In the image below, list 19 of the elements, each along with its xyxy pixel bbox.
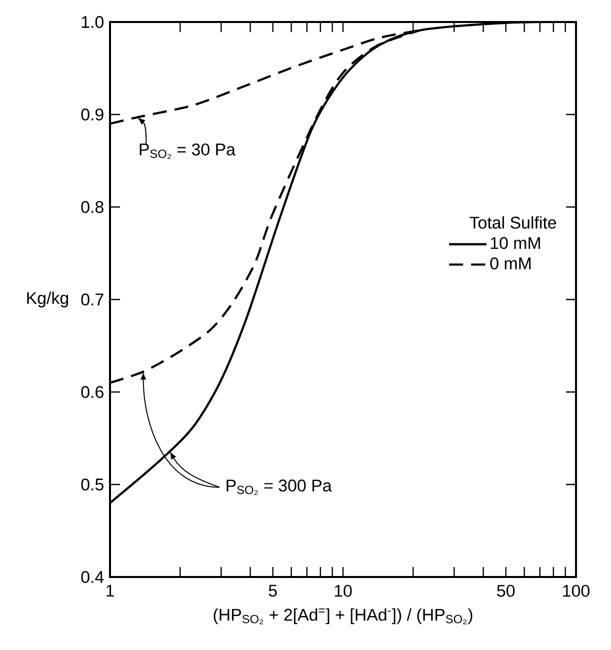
y-tick-label: 1.0 [82, 16, 104, 28]
x-tick-label: 10 [334, 584, 352, 597]
x-tick-label: 5 [268, 584, 277, 597]
y-tick-label: 0.4 [81, 571, 104, 584]
annotation: P$_{SO₂}$ = 300 Pa [226, 480, 332, 495]
y-axis-title: Kg/kg [27, 292, 68, 308]
legend-title: Total Sulfite [470, 216, 556, 229]
annotation: P$_{SO₂}$ = 30 Pa [140, 143, 236, 159]
y-tick-label: 0.8 [81, 201, 104, 213]
x-tick-label: 50 [497, 584, 515, 597]
y-tick-label: 0.9 [81, 108, 104, 120]
x-tick-label: 100 [563, 584, 590, 597]
y-tick-label: 0.6 [81, 386, 104, 398]
legend-label: 0 mM [490, 257, 531, 270]
legend-label: 10 mM [490, 237, 540, 250]
text: (HP$_{SO₂}$ + 2[Ad$^{=}$] + [HAd$^{-}$]) / (HP$_{SO₂}$) [214, 608, 472, 624]
y-tick-label: 0.7 [81, 294, 104, 306]
y-tick-label: 0.5 [81, 478, 104, 490]
x-tick-label: 1 [106, 584, 114, 596]
